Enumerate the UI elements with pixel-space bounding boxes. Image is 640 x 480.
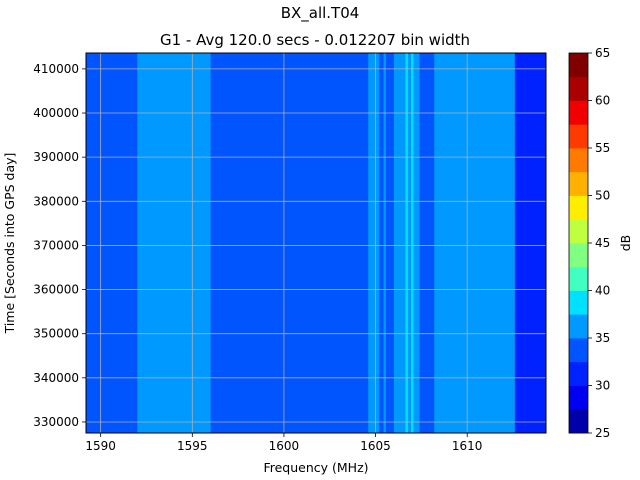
colorbar-segment — [569, 100, 588, 125]
colorbar-segment — [569, 219, 588, 244]
y-tick-label: 390000 — [33, 150, 79, 164]
colorbar-segment — [569, 409, 588, 434]
colorbar-tick-label: 25 — [595, 426, 610, 440]
frequency-band — [368, 53, 380, 433]
y-tick-label: 360000 — [33, 283, 79, 297]
colorbar: 25 30 35 40 45 50 55 60 65 — [568, 46, 610, 440]
colorbar-segment — [569, 171, 588, 196]
colorbar-label: dB — [618, 235, 633, 252]
x-tick-label: 1610 — [452, 439, 483, 453]
colorbar-tick-label: 40 — [595, 284, 610, 298]
narrow-signal-line — [411, 53, 414, 433]
y-tick-label: 340000 — [33, 371, 79, 385]
colorbar-segment — [569, 243, 588, 268]
colorbar-segment — [569, 290, 588, 315]
plot-area — [86, 53, 547, 433]
colorbar-segment — [569, 148, 588, 173]
colorbar-tick-label: 65 — [595, 46, 610, 60]
y-tick-label: 410000 — [33, 62, 79, 76]
colorbar-tick-label: 55 — [595, 141, 610, 155]
colorbar-segment — [569, 338, 588, 363]
narrow-signal-line — [405, 53, 408, 433]
x-tick-label: 1605 — [360, 439, 391, 453]
colorbar-segment — [569, 76, 588, 101]
frequency-band — [379, 53, 395, 433]
frequency-band — [434, 53, 516, 433]
chart-subtitle: G1 - Avg 120.0 secs - 0.012207 bin width — [160, 31, 470, 49]
narrow-signal-line — [398, 53, 401, 433]
colorbar-tick-label: 30 — [595, 379, 610, 393]
y-tick-label: 380000 — [33, 194, 79, 208]
colorbar-segment — [569, 385, 588, 410]
x-tick-label: 1595 — [177, 439, 208, 453]
y-tick-label: 400000 — [33, 106, 79, 120]
colorbar-tick-label: 35 — [595, 331, 610, 345]
colorbar-segment — [569, 314, 588, 339]
colorbar-tick-label: 60 — [595, 94, 610, 108]
frequency-band — [210, 53, 369, 433]
narrow-signal-line — [383, 53, 386, 433]
y-tick-label: 330000 — [33, 415, 79, 429]
chart-title: BX_all.T04 — [281, 4, 360, 23]
colorbar-tick-label: 50 — [595, 189, 610, 203]
y-tick-label: 350000 — [33, 327, 79, 341]
grid-lines — [86, 53, 546, 433]
frequency-band — [514, 53, 547, 433]
colorbar-segment — [569, 53, 588, 78]
colorbar-tick-label: 45 — [595, 236, 610, 250]
y-axis-label: Time [Seconds into GPS day] — [2, 153, 17, 335]
frequency-band — [137, 53, 211, 433]
x-axis-label: Frequency (MHz) — [263, 460, 368, 475]
y-tick-label: 370000 — [33, 238, 79, 252]
x-axis-ticks: 1590 1595 1600 1605 1610 — [85, 433, 482, 453]
colorbar-segment — [569, 124, 588, 149]
colorbar-segment — [569, 361, 588, 386]
frequency-band — [86, 53, 138, 433]
colorbar-segment — [569, 266, 588, 291]
plot-frame — [85, 52, 547, 434]
frequency-band — [419, 53, 435, 433]
y-axis-ticks: 330000 340000 350000 360000 370000 380000 3900… — [33, 62, 86, 429]
x-tick-label: 1590 — [85, 439, 116, 453]
colorbar-segment — [569, 195, 588, 220]
x-tick-label: 1600 — [269, 439, 300, 453]
